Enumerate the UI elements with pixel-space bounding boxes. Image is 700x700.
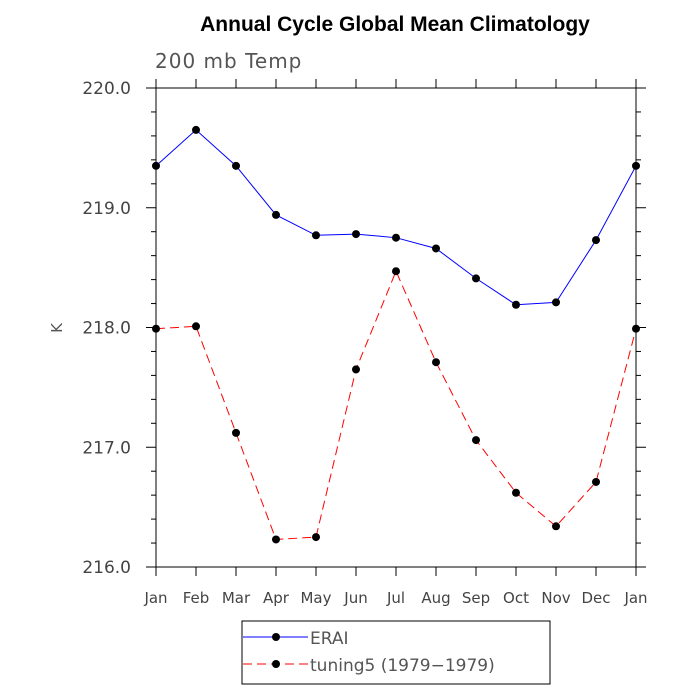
data-point-erai: [272, 210, 280, 219]
y-axis-label: K: [48, 322, 66, 333]
plot-frame: [155, 87, 637, 568]
x-tick-label: May: [300, 589, 331, 607]
series-line-tuning5-1979-1979: [155, 269, 637, 540]
data-point-erai: [392, 233, 400, 242]
series-line-erai: [155, 129, 637, 306]
data-point-erai: [512, 300, 520, 309]
legend-erai-label: ERAI: [310, 629, 349, 649]
x-tick-label: Mar: [222, 589, 251, 607]
data-point-tuning5-1979-1979: [392, 267, 400, 276]
data-point-erai: [312, 231, 320, 240]
data-point-tuning5-1979-1979: [152, 324, 160, 333]
y-tick-label: 219.0: [82, 199, 131, 219]
x-tick-label: Jul: [386, 589, 405, 607]
x-tick-label: Apr: [263, 589, 290, 607]
data-point-tuning5-1979-1979: [552, 522, 560, 531]
x-tick-label: Sep: [462, 589, 490, 607]
x-tick-label: Nov: [541, 589, 570, 607]
y-tick-label: 218.0: [82, 319, 131, 339]
legend: ERAI tuning5 (1979−1979): [241, 620, 551, 685]
data-point-erai: [472, 274, 480, 283]
x-tick-label: Aug: [421, 589, 450, 607]
data-point-erai: [192, 125, 200, 134]
series-group: [152, 125, 640, 544]
data-point-tuning5-1979-1979: [472, 436, 480, 445]
data-point-tuning5-1979-1979: [632, 324, 640, 333]
x-tick-label: Jan: [623, 589, 647, 607]
chart-subtitle: 200 mb Temp: [155, 49, 302, 73]
x-tick-label: Feb: [183, 589, 210, 607]
data-point-tuning5-1979-1979: [192, 322, 200, 331]
data-point-erai: [592, 236, 600, 245]
x-axis: Jan Feb Mar Apr May Jun Jul Aug Sep Oct Nov Dec Jan: [143, 79, 648, 607]
data-point-tuning5-1979-1979: [272, 535, 280, 544]
data-point-erai: [552, 298, 560, 307]
legend-erai-marker: [272, 633, 280, 641]
legend-tuning5-marker: [272, 660, 280, 668]
x-tick-label: Jan: [143, 589, 167, 607]
data-point-tuning5-1979-1979: [512, 488, 520, 497]
y-tick-label: 220.0: [82, 79, 131, 99]
x-tick-label: Dec: [581, 589, 610, 607]
y-tick-label: 217.0: [82, 438, 131, 458]
data-point-erai: [232, 161, 240, 170]
data-point-tuning5-1979-1979: [232, 428, 240, 437]
legend-box: [241, 620, 551, 685]
chart-title: Annual Cycle Global Mean Climatology: [200, 13, 590, 36]
data-point-tuning5-1979-1979: [432, 358, 440, 367]
data-point-erai: [632, 161, 640, 170]
y-tick-label: 216.0: [82, 558, 131, 578]
data-point-tuning5-1979-1979: [312, 533, 320, 542]
x-tick-label: Oct: [503, 589, 529, 607]
data-point-tuning5-1979-1979: [352, 365, 360, 374]
y-axis: 216.0 217.0 218.0 219.0 220.0: [82, 79, 646, 578]
data-point-erai: [352, 230, 360, 239]
data-point-tuning5-1979-1979: [592, 477, 600, 486]
x-tick-label: Jun: [343, 589, 367, 607]
data-point-erai: [432, 244, 440, 253]
data-point-erai: [152, 161, 160, 170]
legend-tuning5-label: tuning5 (1979−1979): [310, 656, 495, 676]
